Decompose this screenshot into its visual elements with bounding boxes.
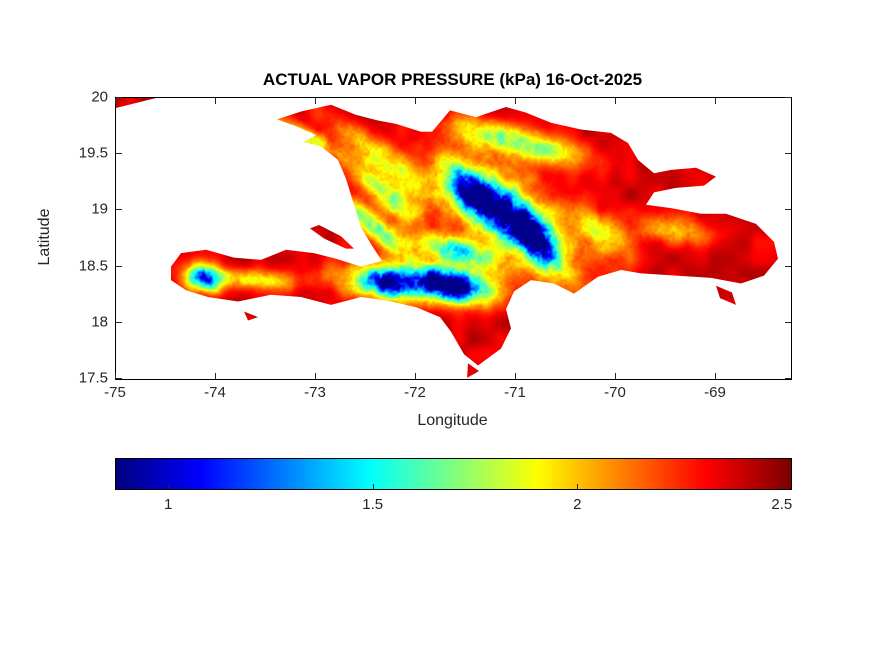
x-tick-mark bbox=[315, 373, 316, 379]
x-tick-label: -74 bbox=[204, 384, 226, 401]
y-tick-mark bbox=[116, 153, 122, 155]
x-tick-mark bbox=[715, 98, 716, 104]
colorbar-canvas bbox=[116, 459, 791, 489]
colorbar-tick-mark bbox=[781, 484, 783, 489]
y-tick-mark bbox=[785, 209, 791, 211]
x-tick-mark bbox=[215, 373, 216, 379]
x-tick-mark bbox=[115, 98, 116, 104]
colorbar-tick-label: 2 bbox=[573, 496, 582, 513]
x-tick-mark bbox=[515, 98, 516, 104]
y-tick-label: 20 bbox=[91, 88, 108, 106]
y-tick-label: 19 bbox=[91, 200, 108, 218]
colorbar bbox=[115, 458, 792, 490]
y-tick-mark bbox=[785, 153, 791, 155]
colorbar-tick-label: 1 bbox=[164, 496, 173, 513]
y-tick-label: 17.5 bbox=[78, 369, 108, 387]
y-tick-mark bbox=[116, 209, 122, 211]
y-tick-mark bbox=[116, 265, 122, 267]
x-tick-label: -70 bbox=[604, 384, 626, 401]
colorbar-tick-mark bbox=[168, 484, 170, 489]
x-tick-mark bbox=[315, 98, 316, 104]
x-tick-mark bbox=[615, 98, 616, 104]
y-tick-mark bbox=[116, 321, 122, 323]
y-tick-mark bbox=[785, 97, 791, 98]
x-tick-label: -73 bbox=[304, 384, 326, 401]
x-tick-mark bbox=[715, 373, 716, 379]
x-tick-label: -71 bbox=[504, 384, 526, 401]
x-tick-mark bbox=[515, 373, 516, 379]
x-tick-label: -72 bbox=[404, 384, 426, 401]
x-tick-label: -69 bbox=[704, 384, 726, 401]
x-tick-label: -75 bbox=[104, 384, 126, 401]
x-axis-label: Longitude bbox=[417, 412, 488, 429]
x-tick-mark bbox=[115, 373, 116, 379]
y-tick-label: 19.5 bbox=[78, 144, 108, 162]
x-tick-mark bbox=[215, 98, 216, 104]
colorbar-tick-mark bbox=[577, 484, 579, 489]
colorbar-tick-label: 2.5 bbox=[771, 496, 793, 513]
y-tick-mark bbox=[785, 378, 791, 379]
y-tick-mark bbox=[785, 265, 791, 267]
y-tick-label: 18.5 bbox=[78, 257, 108, 275]
heatmap-canvas bbox=[116, 98, 791, 379]
y-tick-label: 18 bbox=[91, 313, 108, 331]
y-tick-mark bbox=[785, 321, 791, 323]
y-tick-mark bbox=[116, 97, 122, 98]
x-tick-mark bbox=[415, 98, 416, 104]
chart-title: ACTUAL VAPOR PRESSURE (kPa) 16-Oct-2025 bbox=[262, 70, 643, 89]
plot-area bbox=[115, 97, 792, 380]
x-tick-mark bbox=[415, 373, 416, 379]
colorbar-tick-mark bbox=[372, 484, 374, 489]
y-tick-mark bbox=[116, 378, 122, 379]
y-axis-label: Latitude bbox=[36, 208, 53, 266]
colorbar-tick-label: 1.5 bbox=[362, 496, 384, 513]
x-tick-mark bbox=[615, 373, 616, 379]
